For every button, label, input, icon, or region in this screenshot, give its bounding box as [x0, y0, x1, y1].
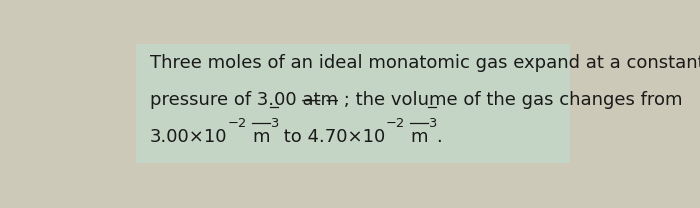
Text: m: m [410, 128, 428, 146]
FancyBboxPatch shape [136, 44, 570, 163]
Text: .: . [436, 128, 442, 146]
Text: 3: 3 [428, 117, 436, 130]
Text: −2: −2 [228, 117, 246, 130]
Text: Three moles of an ideal monatomic gas expand at a constant: Three moles of an ideal monatomic gas ex… [150, 54, 700, 72]
Text: −2: −2 [385, 117, 405, 130]
Text: m: m [252, 128, 270, 146]
Text: to 4.70×10: to 4.70×10 [278, 128, 385, 146]
Text: 3.00×10: 3.00×10 [150, 128, 228, 146]
Text: 3: 3 [270, 117, 278, 130]
Text: pressure of 3.00 a̶t̶m̶ ; the volume of the gas changes from: pressure of 3.00 a̶t̶m̶ ; the volume of … [150, 91, 682, 109]
